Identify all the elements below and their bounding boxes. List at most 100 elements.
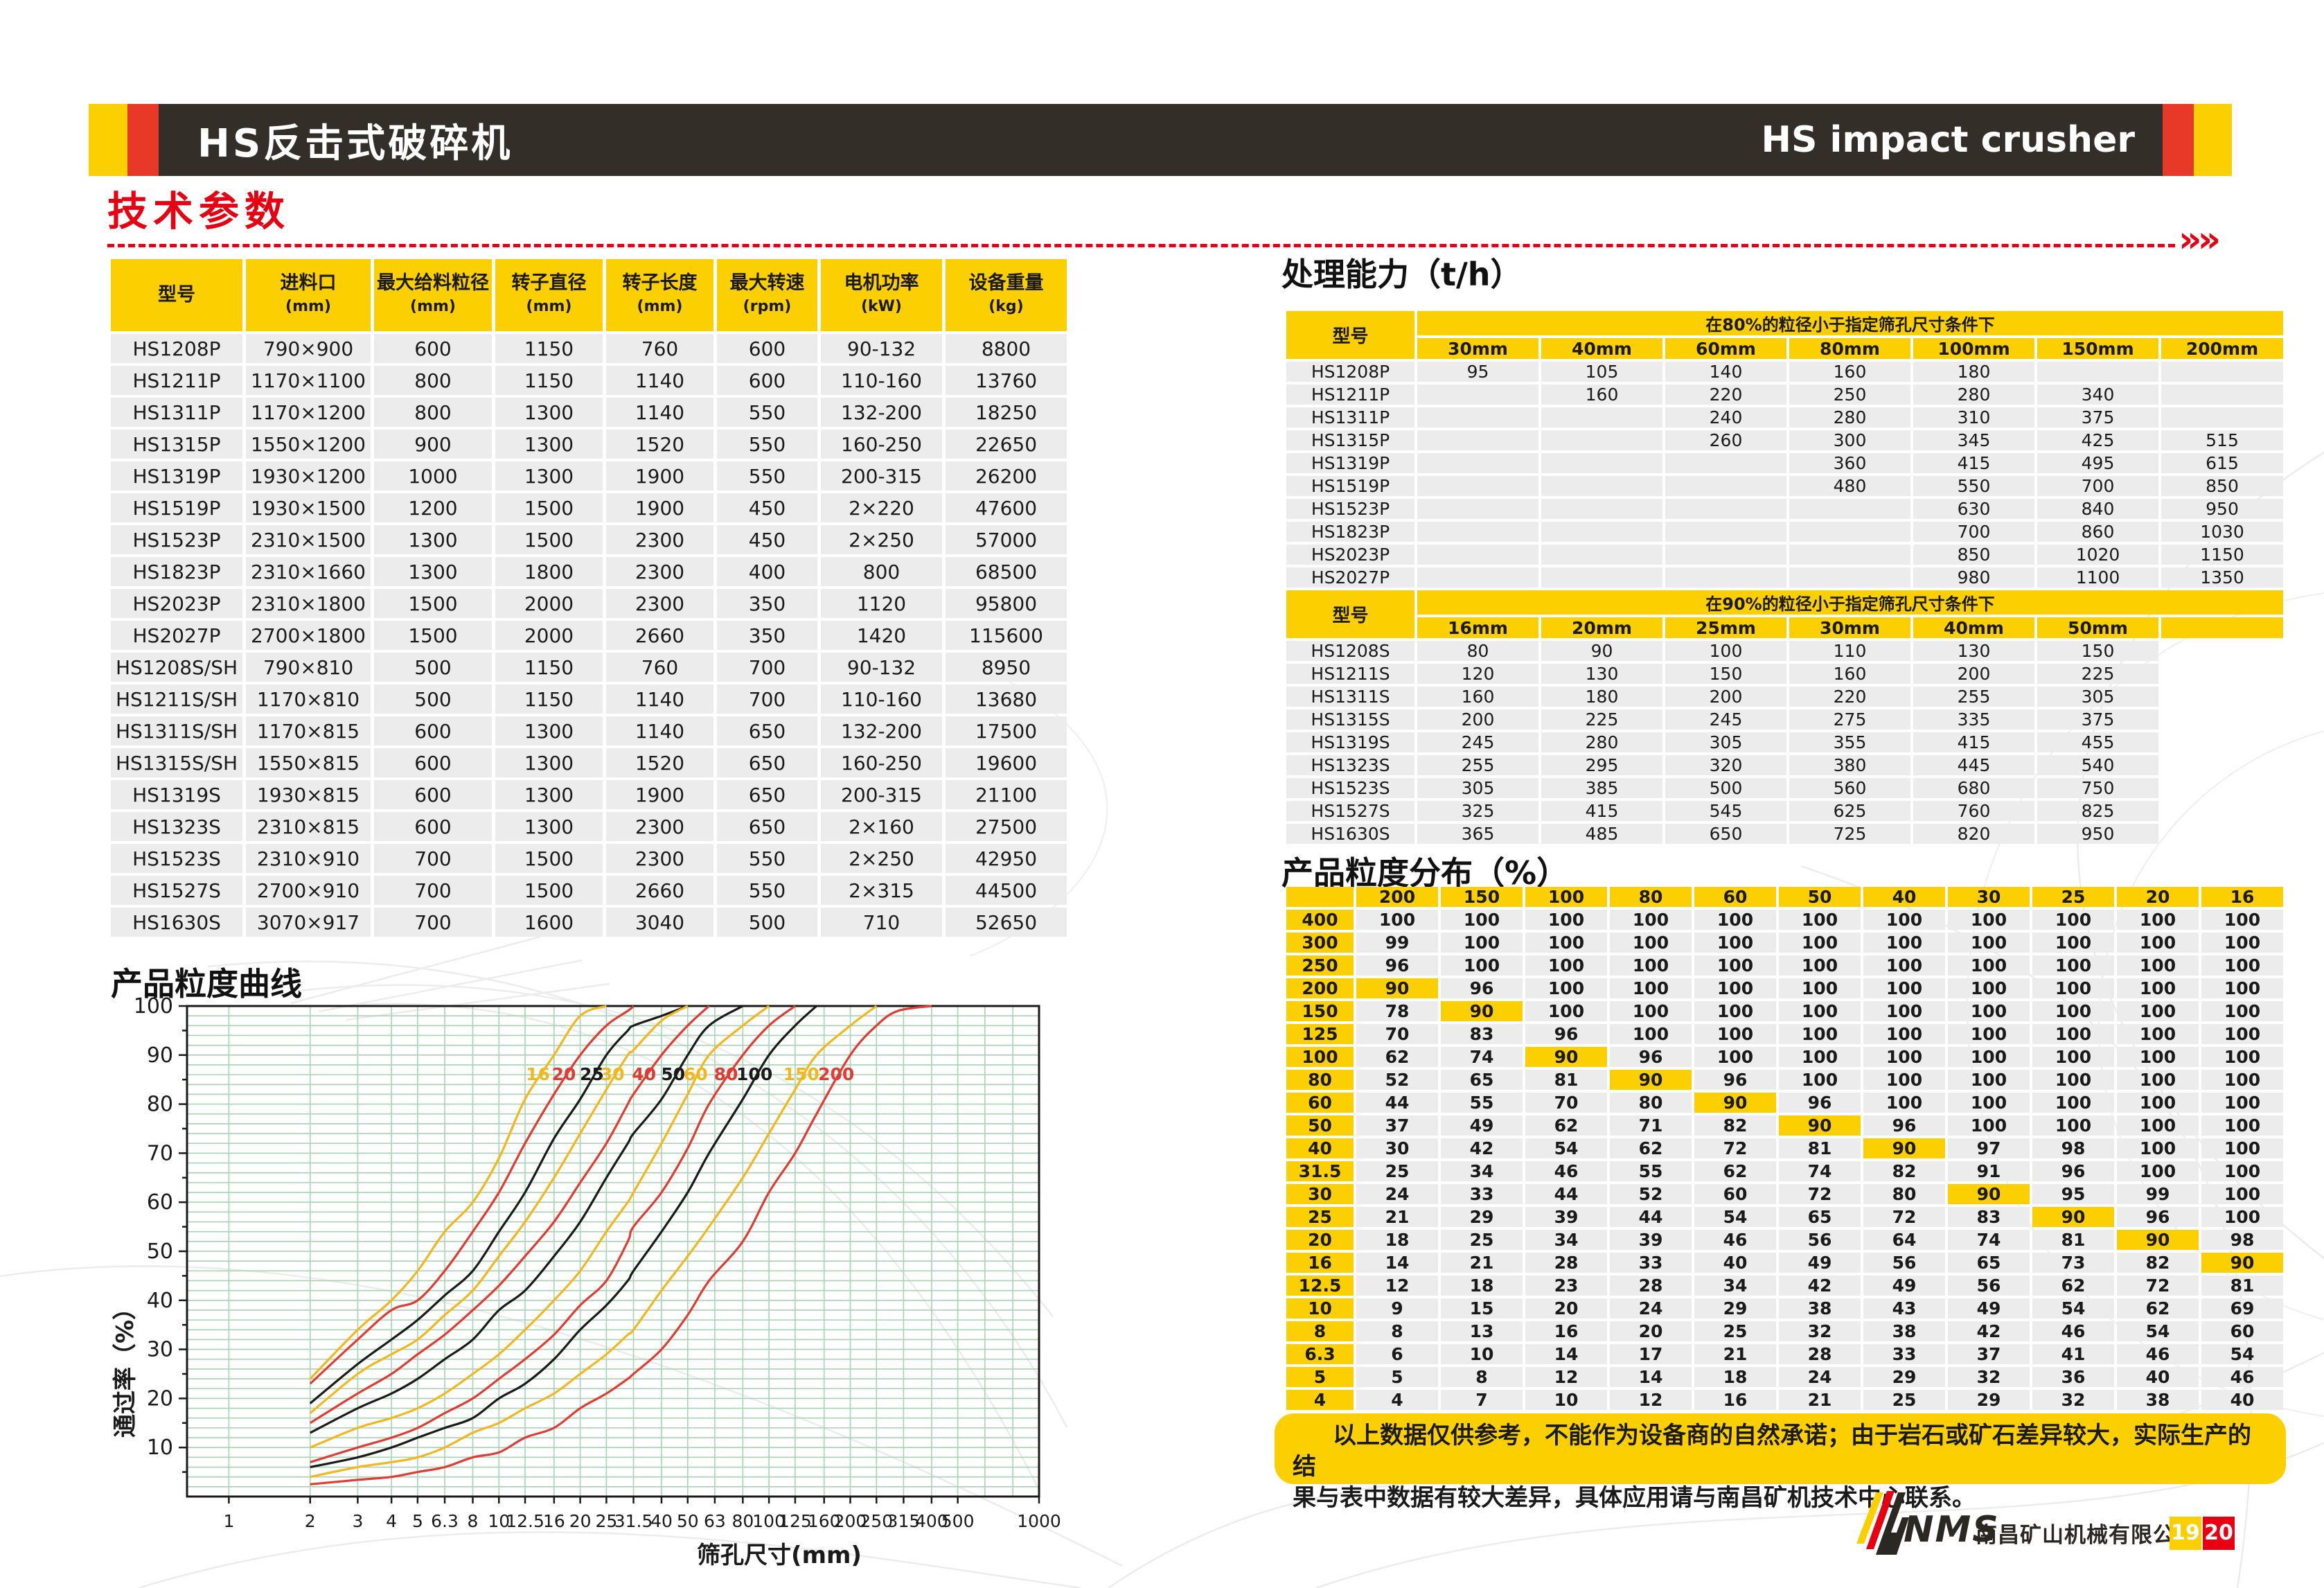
capacity-cell: 840: [2037, 499, 2158, 519]
column-header: 100mm: [1913, 338, 2034, 359]
capacity-cell: [1789, 522, 1910, 542]
capacity-cell: 305: [1417, 778, 1538, 798]
distribution-row: 31.5 25 34 46 55 62 74 82 91 96 100 100: [1286, 1161, 2283, 1181]
spec-row: HS1519P 1930×1500 1200 1500 1900 450 2×220 4760…: [111, 493, 1067, 522]
spec-cell: 500: [717, 908, 817, 937]
distribution-cell: 78: [1356, 1001, 1438, 1021]
capacity-cell: 275: [1789, 709, 1910, 730]
capacity-cell: 980: [1913, 567, 2034, 588]
capacity-cell: 305: [1665, 732, 1786, 752]
column-header: 20mm: [1541, 617, 1662, 638]
capacity-cell: 415: [1541, 801, 1662, 821]
spec-cell: 1120: [821, 589, 942, 618]
distribution-cell: 25: [1863, 1390, 1945, 1410]
distribution-cell: 38: [1779, 1298, 1861, 1318]
distribution-cell: 96: [1525, 1024, 1607, 1044]
distribution-cell: 34: [1525, 1230, 1607, 1250]
distribution-cell: 100: [2032, 910, 2114, 930]
svg-text:50: 50: [661, 1064, 685, 1084]
capacity-cell: 240: [1665, 407, 1786, 427]
spec-cell: 650: [717, 748, 817, 777]
spec-cell: 132-200: [821, 716, 942, 746]
capacity-cell: 950: [2161, 499, 2284, 519]
spec-cell: 1200: [374, 493, 492, 522]
capacity-cell: [1541, 476, 1662, 496]
capacity-row: HS2027P 980 1100 1350: [1286, 567, 2284, 588]
spec-cell: HS1208P: [111, 334, 242, 363]
distribution-row: 40 30 42 54 62 72 81 90 97 98 100 100: [1286, 1138, 2283, 1158]
distribution-cell: 100: [1610, 978, 1692, 998]
capacity-cell: 850: [1913, 545, 2034, 565]
capacity-cell: [1789, 499, 1910, 519]
capacity-cell: [1541, 567, 1662, 588]
spec-cell: 2310×1800: [246, 589, 371, 618]
svg-text:20: 20: [552, 1064, 576, 1084]
distribution-cell: 100: [1525, 933, 1607, 953]
svg-text:500: 500: [941, 1511, 975, 1531]
svg-text:70: 70: [147, 1141, 173, 1165]
distribution-cell: 29: [1863, 1367, 1945, 1387]
svg-text:80: 80: [731, 1511, 754, 1531]
capacity-cell: 225: [1541, 709, 1662, 730]
distribution-cell: 100: [2032, 978, 2114, 998]
spec-cell: HS1523S: [111, 844, 242, 873]
distribution-row: 16 14 21 28 33 40 49 56 65 73 82 90: [1286, 1253, 2283, 1273]
section-title-tech-params: 技术参数: [107, 188, 291, 235]
capacity-cell: 340: [2037, 385, 2158, 405]
distribution-cell: 83: [1948, 1207, 2030, 1227]
spec-cell: 600: [374, 748, 492, 777]
capacity-cell: [1541, 407, 1662, 427]
capacity-cell: [2037, 362, 2158, 382]
distribution-row: 60 44 55 70 80 90 96 100 100 100 100 100: [1286, 1093, 2283, 1113]
capacity-cell: 180: [1541, 687, 1662, 707]
curve-40: [309, 1005, 710, 1424]
spec-cell: 1150: [495, 653, 603, 682]
svg-text:200: 200: [818, 1064, 854, 1084]
spec-cell: 1500: [374, 589, 492, 618]
distribution-cell: 99: [2117, 1184, 2199, 1204]
distribution-cell: 65: [1948, 1253, 2030, 1273]
distribution-cell: 74: [1441, 1047, 1523, 1067]
distribution-cell: 100: [1610, 933, 1692, 953]
svg-text:80: 80: [714, 1064, 738, 1084]
distribution-cell: 9: [1356, 1298, 1438, 1318]
row-header: 6.3: [1286, 1344, 1354, 1364]
row-header: 31.5: [1286, 1161, 1354, 1181]
spec-cell: 1300: [495, 430, 603, 459]
distribution-cell: 38: [2117, 1390, 2199, 1410]
distribution-cell: 60: [1694, 1184, 1776, 1204]
capacity-cell: 130: [1541, 664, 1662, 684]
column-header: 60: [1694, 887, 1776, 907]
spec-cell: 1300: [495, 398, 603, 427]
column-header: 型号: [111, 259, 242, 331]
svg-text:16: 16: [526, 1064, 550, 1084]
distribution-cell: 39: [1610, 1230, 1692, 1250]
spec-cell: 600: [717, 334, 817, 363]
column-header: 最大给料粒径 (mm): [374, 259, 492, 331]
spec-cell: 1600: [495, 908, 603, 937]
capacity-row: HS1519P 480 550 700 850: [1286, 476, 2284, 496]
spec-cell: HS1523P: [111, 525, 242, 554]
capacity-cell: 455: [2037, 732, 2158, 752]
distribution-cell: 80: [1610, 1093, 1692, 1113]
svg-text:1: 1: [223, 1511, 234, 1531]
distribution-cell: 100: [1948, 955, 2030, 976]
capacity-cell: 825: [2037, 801, 2158, 821]
distribution-cell: 100: [2201, 1115, 2283, 1136]
column-header: 50mm: [2037, 617, 2158, 638]
distribution-cell: 82: [1863, 1161, 1945, 1181]
distribution-cell: 62: [2117, 1298, 2199, 1318]
model-cell: HS1311S: [1286, 687, 1414, 707]
spec-cell: 1150: [495, 334, 603, 363]
spec-cell: 1170×810: [246, 685, 371, 714]
capacity-cell: 150: [1665, 664, 1786, 684]
capacity-row: HS1527S 325 415 545 625 760 825: [1286, 801, 2283, 821]
spec-cell: 18250: [946, 398, 1067, 427]
spec-cell: 1300: [374, 525, 492, 554]
column-header: 150: [1441, 887, 1523, 907]
distribution-cell: 100: [1441, 910, 1523, 930]
spec-row: HS1319P 1930×1200 1000 1300 1900 550 200-315 26…: [111, 461, 1067, 491]
model-cell: HS1519P: [1286, 476, 1414, 496]
distribution-row: 12.5 12 18 23 28 34 42 49 56 62 72 81: [1286, 1276, 2283, 1296]
